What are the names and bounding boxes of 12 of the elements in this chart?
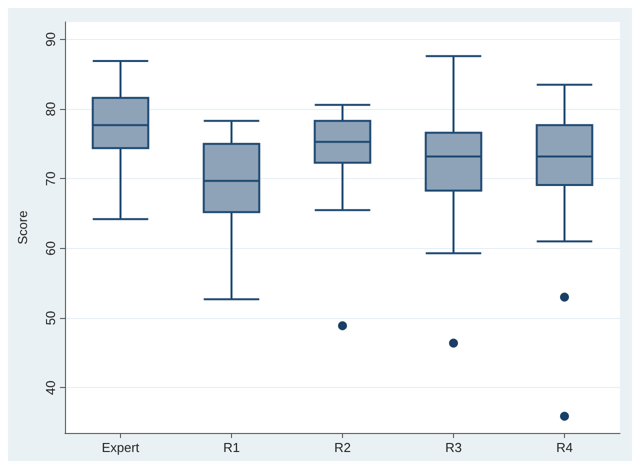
x-tick-label: R4 (556, 440, 573, 455)
y-tick-label: 50 (43, 310, 58, 326)
x-tick-label: R3 (445, 440, 462, 455)
y-tick-label: 70 (43, 172, 58, 186)
x-tick-label: R1 (223, 440, 240, 455)
y-tick-label: 80 (43, 102, 58, 116)
y-tick-label: 90 (43, 32, 58, 47)
y-tick-label: 40 (43, 380, 58, 395)
y-axis-title: Score (15, 210, 30, 244)
x-tick-label: Expert (102, 440, 140, 455)
y-tick-label: 60 (43, 241, 58, 256)
x-tick-label: R2 (334, 440, 351, 455)
